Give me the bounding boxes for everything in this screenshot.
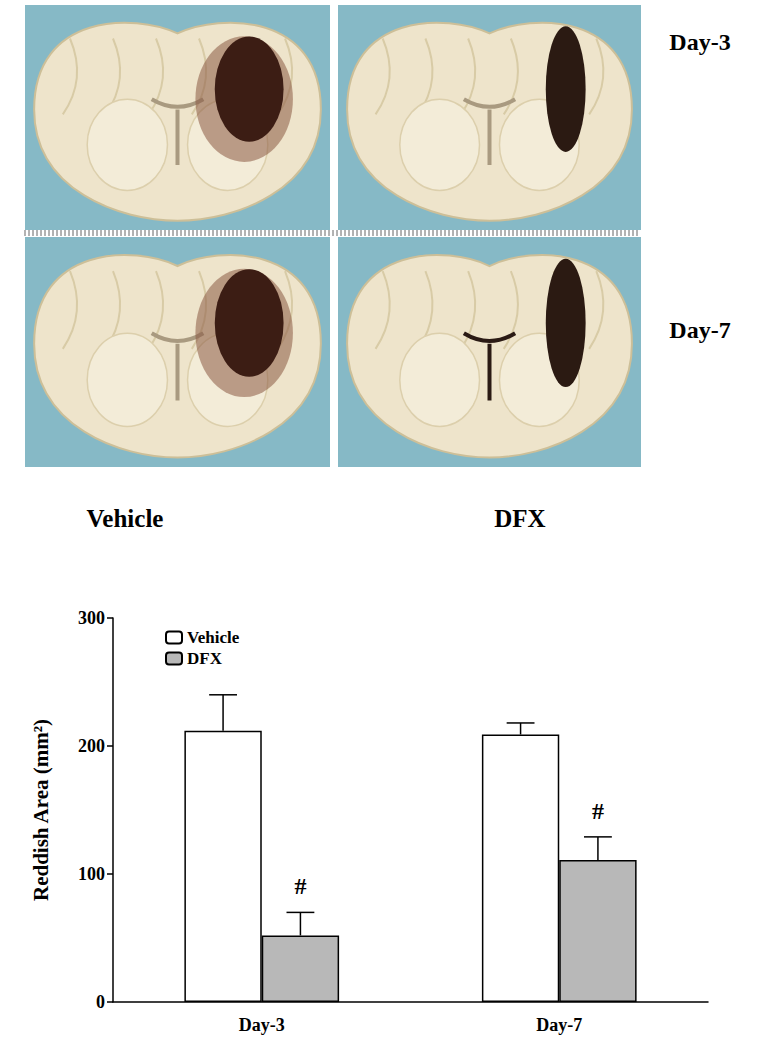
svg-text:100: 100 xyxy=(78,864,105,884)
svg-text:Reddish Area (mm²): Reddish Area (mm²) xyxy=(29,719,53,901)
svg-text:#: # xyxy=(294,873,306,899)
svg-text:Day-7: Day-7 xyxy=(669,317,730,343)
svg-text:DFX: DFX xyxy=(187,649,223,668)
svg-text:200: 200 xyxy=(78,736,105,756)
svg-text:300: 300 xyxy=(78,608,105,628)
svg-text:#: # xyxy=(592,798,604,824)
svg-text:DFX: DFX xyxy=(494,505,545,532)
svg-text:Day-7: Day-7 xyxy=(536,1015,582,1035)
svg-text:Vehicle: Vehicle xyxy=(187,628,240,647)
svg-text:Day-3: Day-3 xyxy=(669,29,730,55)
svg-text:Vehicle: Vehicle xyxy=(87,505,164,532)
svg-text:Day-3: Day-3 xyxy=(239,1015,285,1035)
svg-text:0: 0 xyxy=(96,992,105,1012)
